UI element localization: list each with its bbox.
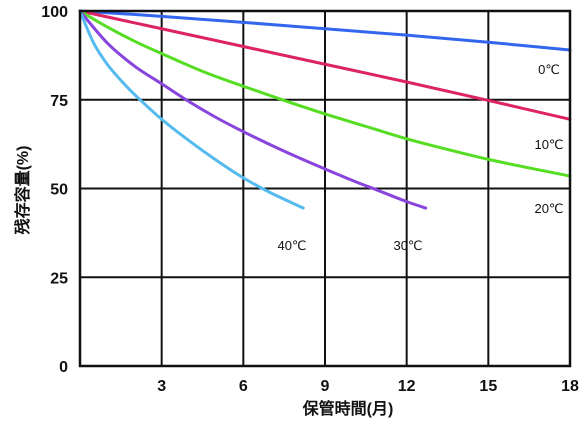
x-axis-title: 保管時間(月) (302, 399, 394, 418)
series-line-0 (78, 9, 572, 52)
x-tick-labels: 3 6 9 12 15 18 (157, 378, 579, 395)
y-tick-labels: 0 25 50 75 100 (41, 4, 68, 376)
x-tick-label: 9 (321, 378, 330, 395)
y-tick-label: 0 (59, 359, 68, 376)
x-tick-label: 15 (479, 378, 497, 395)
y-axis-title: 残存容量(%) (13, 146, 32, 235)
plot-frame (78, 9, 572, 368)
y-tick-label: 75 (50, 93, 68, 110)
y-tick-label: 100 (41, 4, 68, 21)
y-tick-label: 50 (50, 182, 68, 199)
series-label-3: 30℃ (393, 238, 422, 253)
series-line-3 (78, 9, 428, 210)
plot-border (78, 9, 572, 368)
x-tick-label: 12 (398, 378, 416, 395)
series-labels: 0℃ 10℃ 20℃ 30℃ 40℃ (277, 62, 563, 253)
series-line-1 (78, 9, 572, 121)
series-label-2: 20℃ (534, 201, 563, 216)
series-label-4: 40℃ (277, 238, 306, 253)
series-lines (78, 9, 572, 210)
series-label-1: 10℃ (534, 137, 563, 152)
x-tick-label: 18 (561, 378, 579, 395)
series-label-0: 0℃ (538, 62, 560, 77)
y-tick-label: 25 (50, 270, 68, 287)
x-tick-label: 3 (157, 378, 166, 395)
series-line-4 (78, 9, 305, 210)
series-line-2 (78, 9, 572, 178)
x-tick-label: 6 (239, 378, 248, 395)
